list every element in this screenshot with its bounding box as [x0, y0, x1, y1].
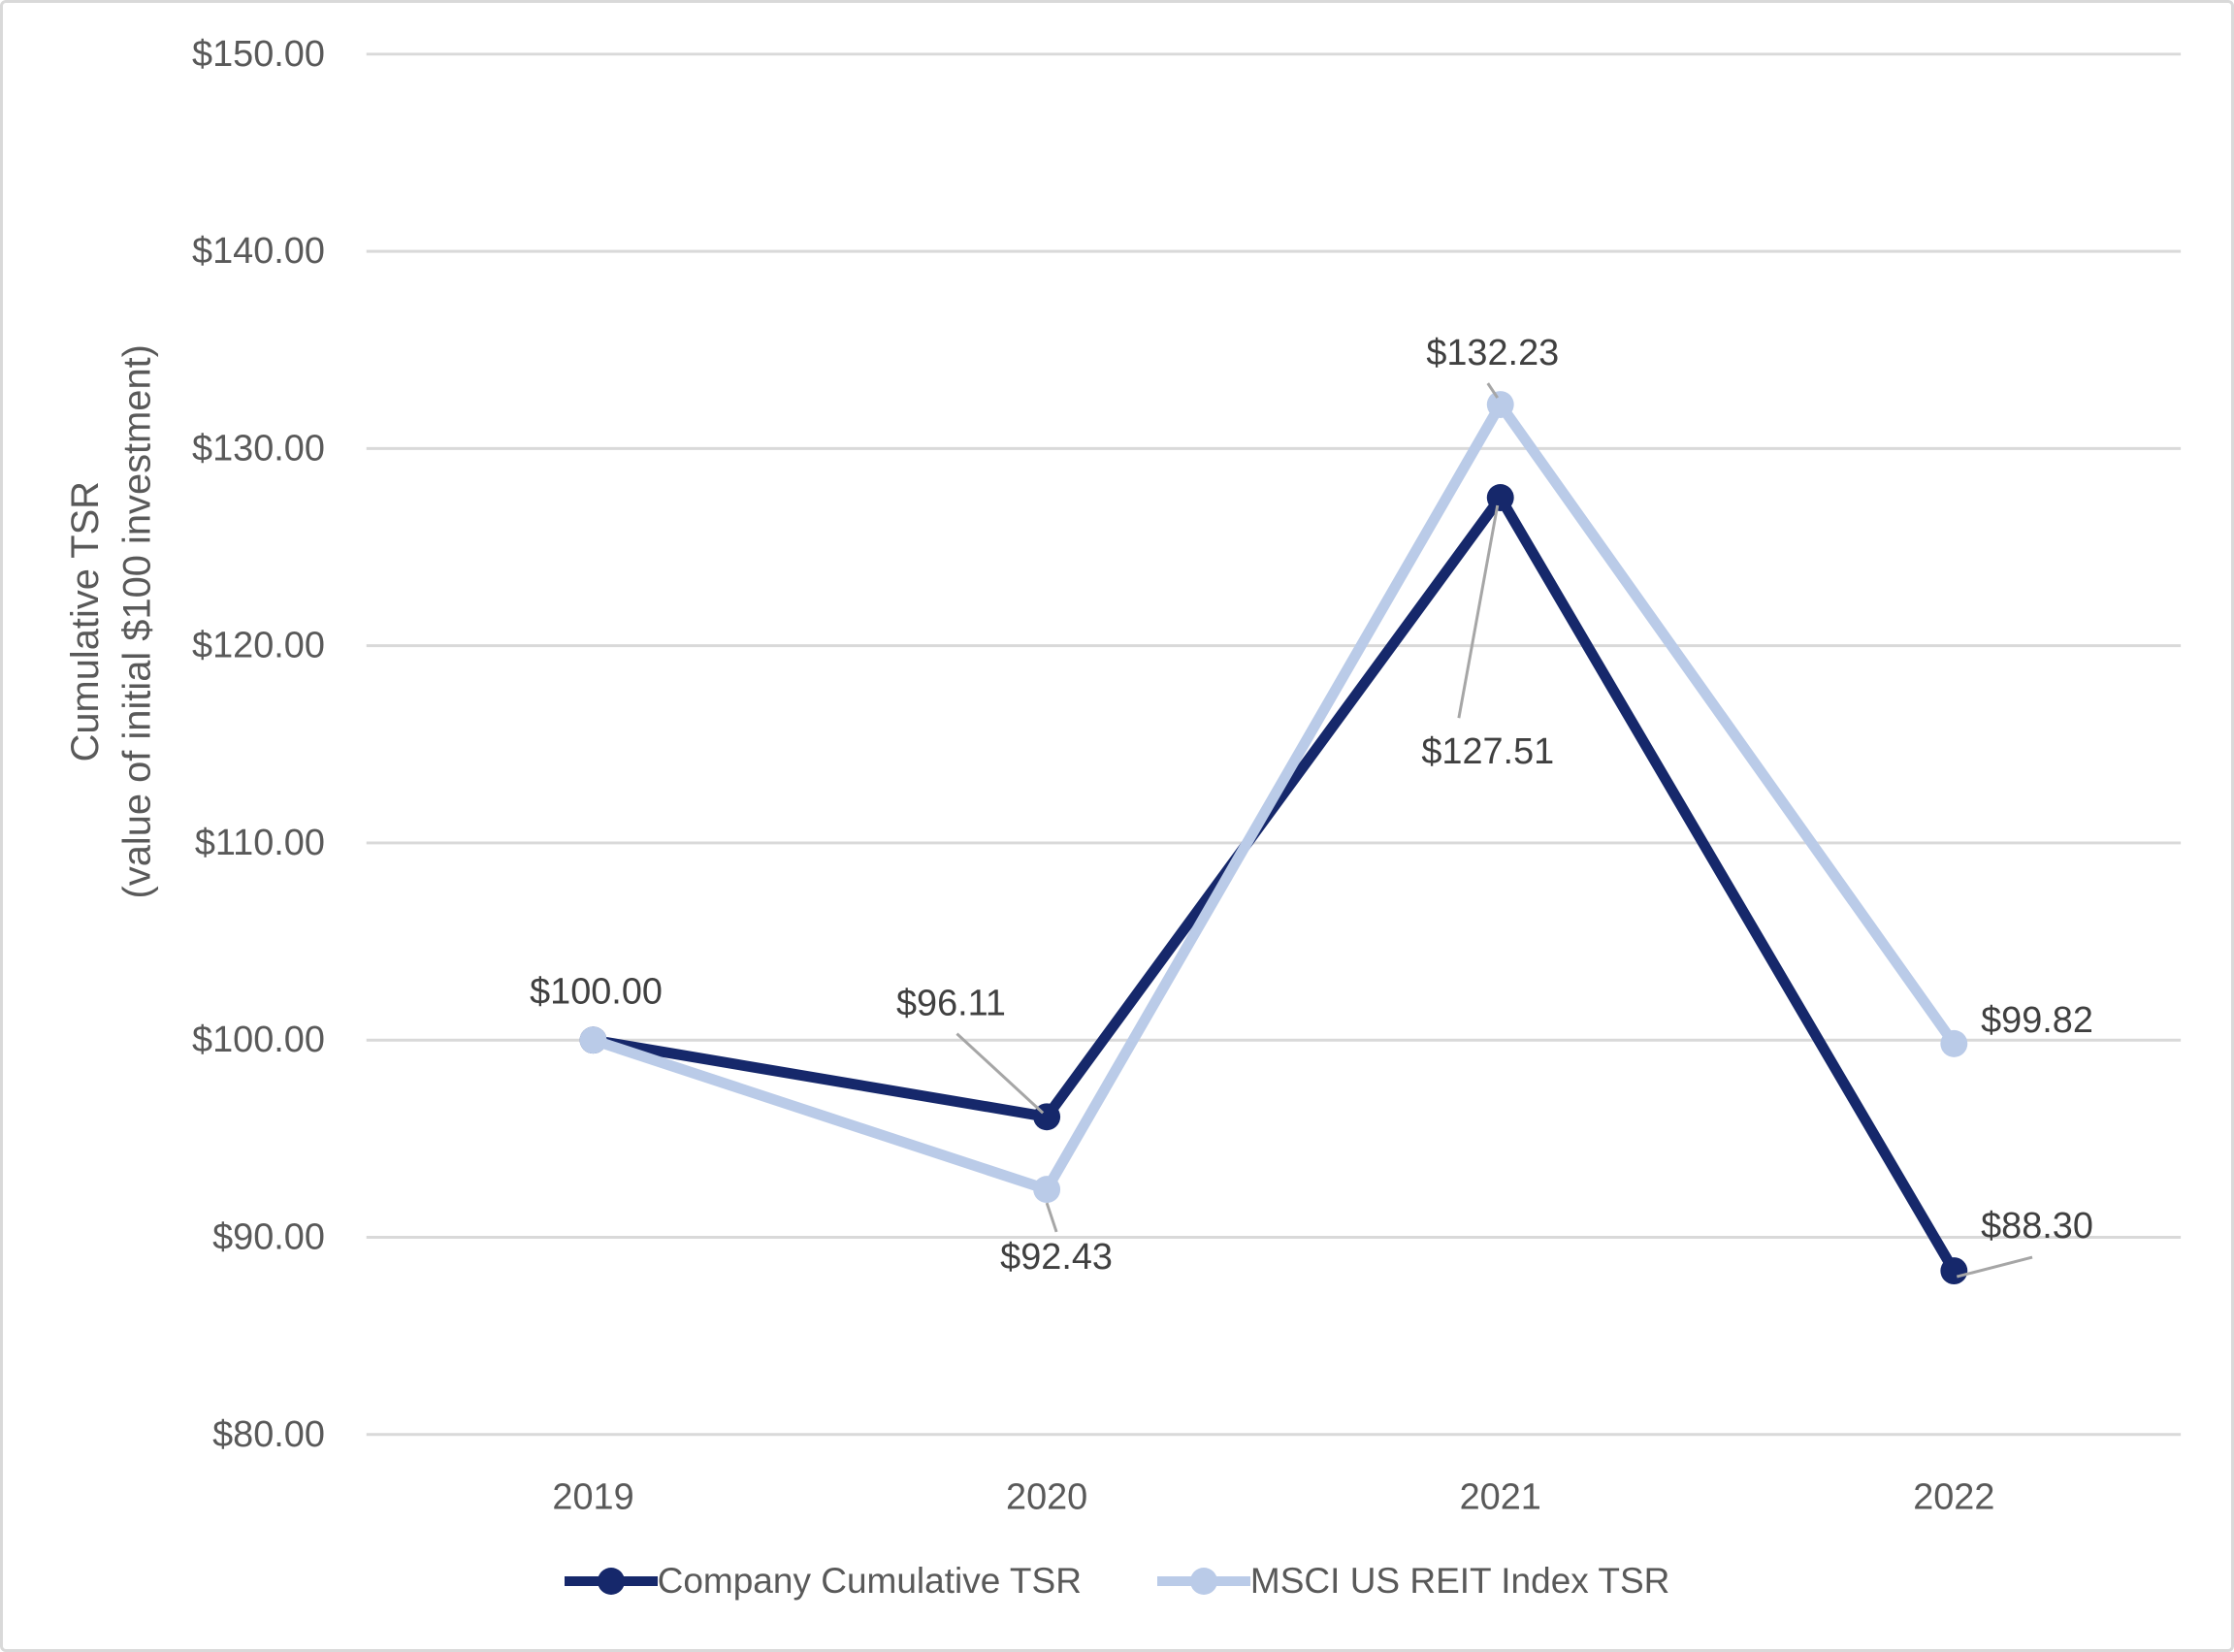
data-point-company-cumulative-tsr-2022: [1940, 1257, 1968, 1285]
y-tick-label: $120.00: [192, 626, 325, 666]
y-axis-title: Cumulative TSR: [64, 481, 107, 761]
legend-line-marker-icon: [1156, 1568, 1250, 1595]
legend-item-company-cumulative-tsr: Company Cumulative TSR: [564, 1561, 1082, 1602]
leader-line: [1457, 504, 1500, 719]
y-tick-label: $80.00: [212, 1414, 325, 1455]
leader-line: [1045, 1202, 1058, 1233]
data-label-msci-us-reit-index-tsr-2022: $99.82: [1981, 1000, 2093, 1041]
data-label-company-cumulative-tsr-2020: $96.11: [896, 984, 1006, 1024]
y-tick-label: $150.00: [192, 34, 325, 75]
data-label-company-cumulative-tsr-2019: $100.00: [530, 971, 663, 1012]
series-line-msci-us-reit-index-tsr: [588, 399, 1959, 1195]
x-tick-label: 2022: [1913, 1477, 1994, 1518]
data-point-msci-us-reit-index-tsr-2019: [579, 1026, 607, 1054]
x-tick-label: 2020: [1006, 1477, 1087, 1518]
legend: Company Cumulative TSR MSCI US REIT Index…: [3, 1561, 2231, 1602]
y-tick-label: $140.00: [192, 231, 325, 272]
x-tick-label: 2021: [1460, 1477, 1541, 1518]
chart-plot-area: $150.00 $140.00 $130.00 $120.00 $110.00 $100.…: [64, 34, 2182, 1518]
y-tick-label: $130.00: [192, 428, 325, 469]
data-label-msci-us-reit-index-tsr-2020: $92.43: [1000, 1237, 1113, 1278]
y-tick-label: $110.00: [195, 823, 325, 863]
leader-line: [955, 1032, 1045, 1115]
data-label-company-cumulative-tsr-2021: $127.51: [1421, 731, 1554, 772]
legend-line-marker-icon: [564, 1568, 658, 1595]
data-point-company-cumulative-tsr-2021: [1486, 484, 1514, 511]
legend-label: MSCI US REIT Index TSR: [1249, 1561, 1670, 1601]
data-point-msci-us-reit-index-tsr-2020: [1033, 1176, 1061, 1204]
legend-item-msci-us-reit-index-tsr: MSCI US REIT Index TSR: [1156, 1561, 1670, 1602]
y-tick-label: $100.00: [192, 1020, 325, 1060]
y-tick-label: $90.00: [212, 1217, 325, 1258]
y-axis-title: (value of initial $100 investment): [116, 344, 159, 898]
data-point-msci-us-reit-index-tsr-2022: [1940, 1029, 1968, 1057]
leader-line: [1956, 1255, 2033, 1279]
data-label-msci-us-reit-index-tsr-2021: $132.23: [1426, 333, 1559, 373]
legend-label: Company Cumulative TSR: [657, 1561, 1082, 1601]
data-point-msci-us-reit-index-tsr-2021: [1486, 391, 1514, 418]
x-tick-label: 2019: [552, 1477, 633, 1518]
leader-line: [1486, 382, 1499, 399]
series-line-company-cumulative-tsr: [588, 492, 1959, 1277]
data-label-company-cumulative-tsr-2022: $88.30: [1981, 1206, 2093, 1247]
